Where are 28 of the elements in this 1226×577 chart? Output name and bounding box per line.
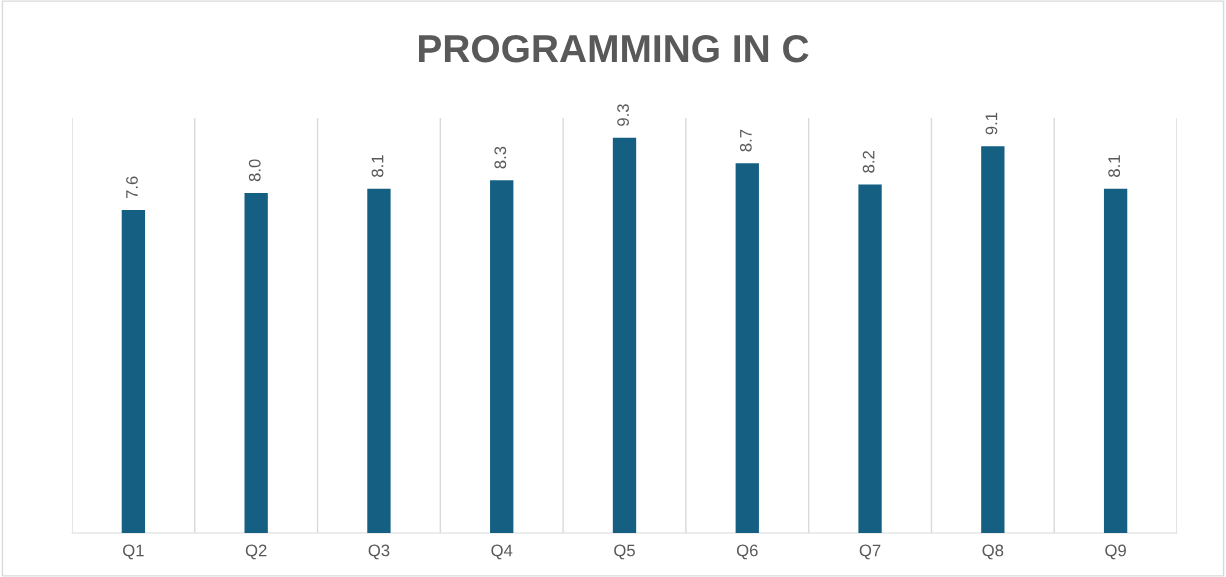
bar bbox=[1103, 188, 1128, 533]
x-tick-label: Q8 bbox=[982, 544, 1004, 560]
bar bbox=[244, 193, 268, 533]
bar bbox=[612, 137, 637, 533]
x-tick-label: Q1 bbox=[123, 544, 144, 560]
x-tick-label: Q2 bbox=[245, 544, 267, 560]
x-tick-label: Q4 bbox=[491, 544, 513, 560]
bar bbox=[981, 146, 1005, 533]
data-label: 9.1 bbox=[985, 112, 998, 135]
x-tick-label: Q3 bbox=[368, 544, 390, 560]
bar bbox=[367, 188, 391, 533]
data-label: 8.2 bbox=[862, 151, 875, 173]
x-tick-label: Q6 bbox=[736, 544, 758, 560]
bar bbox=[121, 210, 146, 533]
x-tick-label: Q5 bbox=[614, 544, 635, 560]
x-tick-label: Q9 bbox=[1105, 544, 1126, 560]
bar bbox=[735, 163, 759, 533]
x-tick-label: Q7 bbox=[859, 544, 881, 560]
bar bbox=[858, 184, 882, 533]
data-label: 8.3 bbox=[494, 146, 507, 169]
data-label: 8.1 bbox=[371, 155, 384, 177]
data-label: 8.7 bbox=[739, 129, 752, 152]
data-label: 9.3 bbox=[617, 104, 629, 126]
bar bbox=[490, 180, 514, 533]
data-label: 8.1 bbox=[1108, 155, 1121, 177]
data-label: 7.6 bbox=[126, 176, 138, 199]
chart-title: PROGRAMMING IN C bbox=[419, 34, 809, 63]
data-label: 8.0 bbox=[248, 159, 261, 182]
